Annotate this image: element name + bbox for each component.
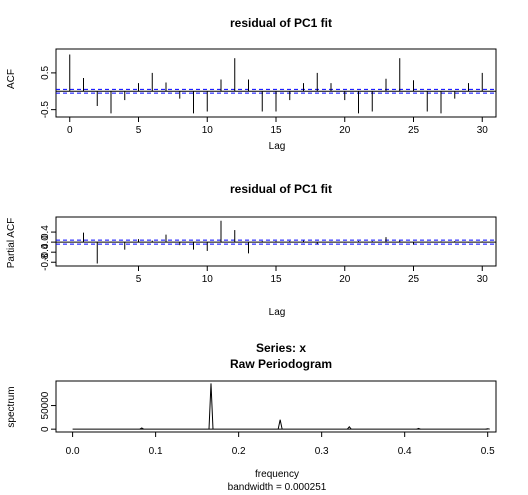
x-tick-label: 15: [270, 125, 282, 136]
acf-panel: residual of PC1 fit Lag ACF 0 5 10 15 20 25 30…: [6, 16, 497, 152]
y-tick-label: -0.4: [40, 243, 51, 261]
periodogram-xlabel: frequency: [255, 469, 299, 480]
y-tick-label: 50000: [40, 391, 51, 419]
spectrum-peak: [208, 383, 214, 430]
pacf-title: residual of PC1 fit: [230, 182, 332, 196]
spectrum-peak: [139, 427, 145, 430]
acf-ylabel: ACF: [6, 69, 17, 89]
y-tick-label: 0.0: [40, 235, 51, 249]
periodogram-title: Series: x: [256, 341, 306, 355]
x-tick-label: 30: [477, 125, 489, 136]
x-tick-label: 0.4: [398, 446, 412, 457]
x-tick-label: 20: [339, 125, 351, 136]
x-tick-label: 0.2: [232, 446, 246, 457]
acf-title: residual of PC1 fit: [230, 16, 332, 30]
periodogram-bandwidth: bandwidth = 0.000251: [228, 482, 327, 493]
plot-frame: [55, 380, 497, 433]
x-tick-label: 25: [408, 125, 420, 136]
pacf-panel: residual of PC1 fit Lag Partial ACF 5 10 1…: [6, 182, 497, 318]
pacf-ylabel: Partial ACF: [6, 218, 17, 269]
x-tick-label: 0.0: [66, 446, 80, 457]
x-tick-label: 0.1: [149, 446, 163, 457]
x-tick-label: 0.3: [315, 446, 329, 457]
periodogram-subtitle: Raw Periodogram: [230, 357, 332, 371]
x-tick-label: 5: [136, 274, 142, 285]
y-tick-label: -0.5: [40, 101, 51, 119]
x-tick-label: 10: [202, 274, 214, 285]
periodogram-ylabel: spectrum: [6, 386, 17, 427]
y-tick-label: 0.4: [40, 225, 51, 239]
x-tick-label: 5: [136, 125, 142, 136]
spectrum-peak: [277, 419, 283, 430]
spectrum-peak: [346, 426, 352, 430]
x-tick-label: 20: [339, 274, 351, 285]
x-tick-label: 25: [408, 274, 420, 285]
acf-xlabel: Lag: [269, 141, 286, 152]
x-tick-label: 15: [270, 274, 282, 285]
pacf-xlabel: Lag: [269, 307, 286, 318]
x-tick-label: 0.5: [481, 446, 495, 457]
spectrum-peak: [416, 427, 421, 430]
x-tick-label: 0: [67, 125, 73, 136]
y-tick-label: 0.5: [40, 66, 51, 80]
y-tick-label: -0.8: [40, 253, 51, 271]
x-tick-label: 10: [202, 125, 214, 136]
y-tick-label: 0: [40, 426, 51, 432]
periodogram-panel: Series: x Raw Periodogram frequency band…: [6, 341, 497, 493]
x-tick-label: 30: [477, 274, 489, 285]
